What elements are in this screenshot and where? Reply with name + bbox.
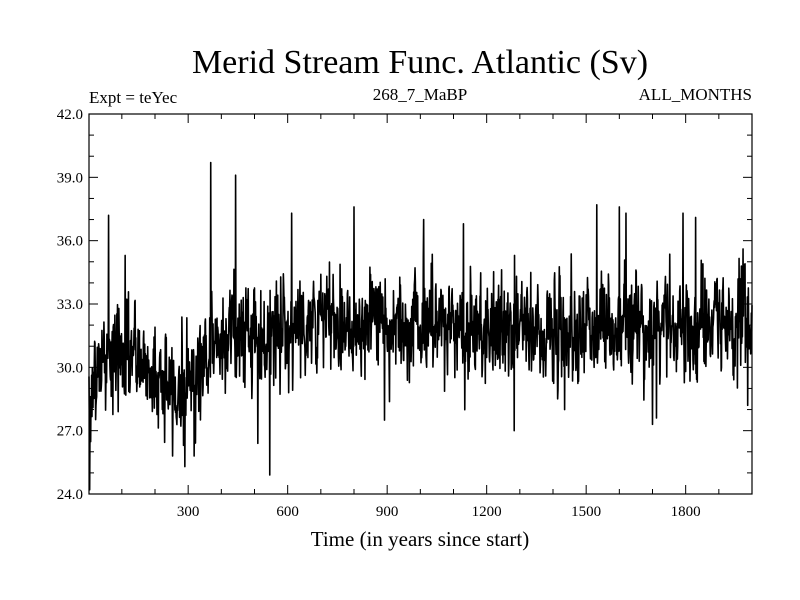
y-tick-label: 27.0	[57, 424, 83, 440]
tick-layer: 24.0 27.0 30.0 33.0 36.0 39.0 42.0 300 600 900 120…	[57, 107, 752, 520]
y-tick-label: 33.0	[57, 297, 83, 313]
months-label: ALL_MONTHS	[639, 85, 752, 104]
x-tick-label: 1800	[671, 504, 701, 520]
y-tick-label: 42.0	[57, 107, 83, 123]
y-tick-label: 39.0	[57, 170, 83, 186]
chart-title: Merid Stream Func. Atlantic (Sv)	[192, 44, 648, 81]
series-line	[88, 161, 753, 491]
series-layer	[88, 161, 753, 491]
x-tick-label: 600	[276, 504, 299, 520]
x-axis-label: Time (in years since start)	[311, 527, 530, 551]
experiment-label: Expt = teYec	[89, 88, 178, 107]
x-tick-label: 1200	[472, 504, 502, 520]
x-tick-label: 900	[376, 504, 399, 520]
run-label: 268_7_MaBP	[373, 85, 467, 104]
y-tick-label: 36.0	[57, 234, 83, 250]
y-tick-label: 30.0	[57, 360, 83, 376]
y-tick-label: 24.0	[57, 487, 83, 503]
x-tick-label: 1500	[571, 504, 601, 520]
plot-frame	[88, 113, 753, 495]
x-tick-label: 300	[177, 504, 200, 520]
